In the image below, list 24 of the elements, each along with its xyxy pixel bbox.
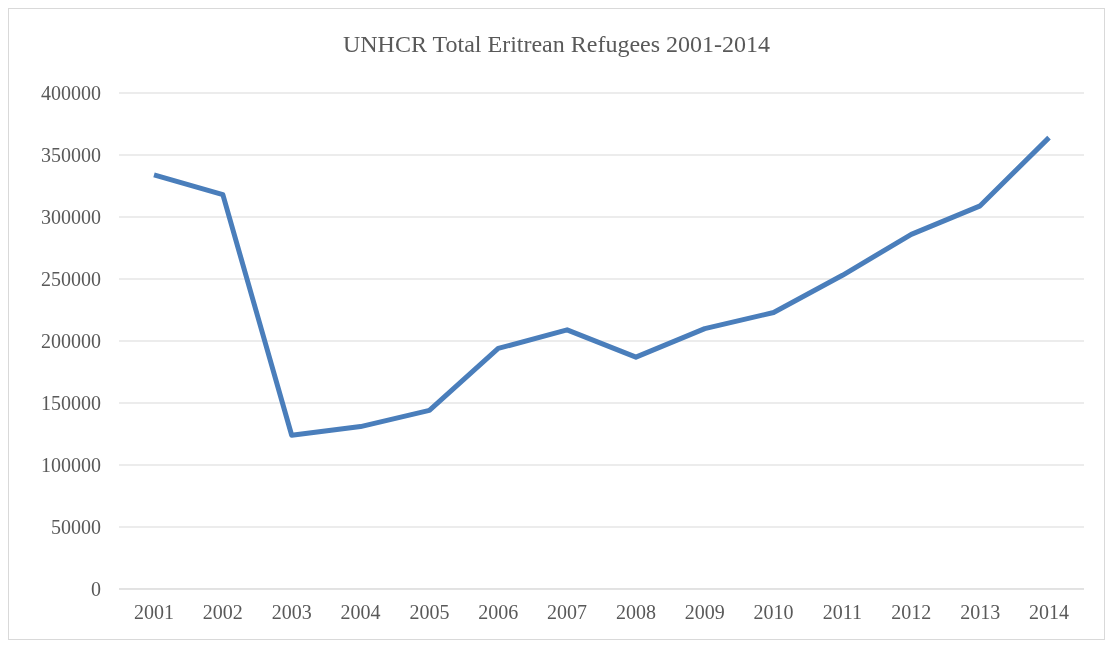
x-tick-label: 2004 bbox=[340, 601, 381, 624]
y-tick-label: 350000 bbox=[41, 144, 101, 167]
x-tick-label: 2003 bbox=[271, 601, 312, 624]
y-tick-label: 100000 bbox=[41, 454, 101, 477]
y-tick-label: 400000 bbox=[41, 82, 101, 105]
chart-title: UNHCR Total Eritrean Refugees 2001-2014 bbox=[341, 30, 772, 59]
x-tick-label: 2007 bbox=[547, 601, 588, 624]
x-tick-label: 2012 bbox=[891, 601, 932, 624]
y-tick-label: 150000 bbox=[41, 392, 101, 415]
x-tick-label: 2002 bbox=[202, 601, 243, 624]
x-tick-label: 2006 bbox=[478, 601, 519, 624]
x-tick-label: 2001 bbox=[134, 601, 174, 624]
x-tick-label: 2008 bbox=[615, 601, 656, 624]
y-tick-label: 0 bbox=[91, 578, 101, 601]
y-tick-label: 250000 bbox=[41, 268, 101, 291]
x-tick-label: 2005 bbox=[409, 601, 450, 624]
x-tick-label: 2011 bbox=[822, 601, 863, 624]
x-tick-label: 2010 bbox=[753, 601, 794, 624]
y-tick-label: 200000 bbox=[41, 330, 101, 353]
x-tick-label: 2009 bbox=[684, 601, 725, 624]
y-tick-label: 300000 bbox=[41, 206, 101, 229]
x-tick-label: 2013 bbox=[960, 601, 1001, 624]
y-tick-label: 50000 bbox=[51, 516, 101, 539]
x-tick-label: 2014 bbox=[1029, 601, 1069, 624]
